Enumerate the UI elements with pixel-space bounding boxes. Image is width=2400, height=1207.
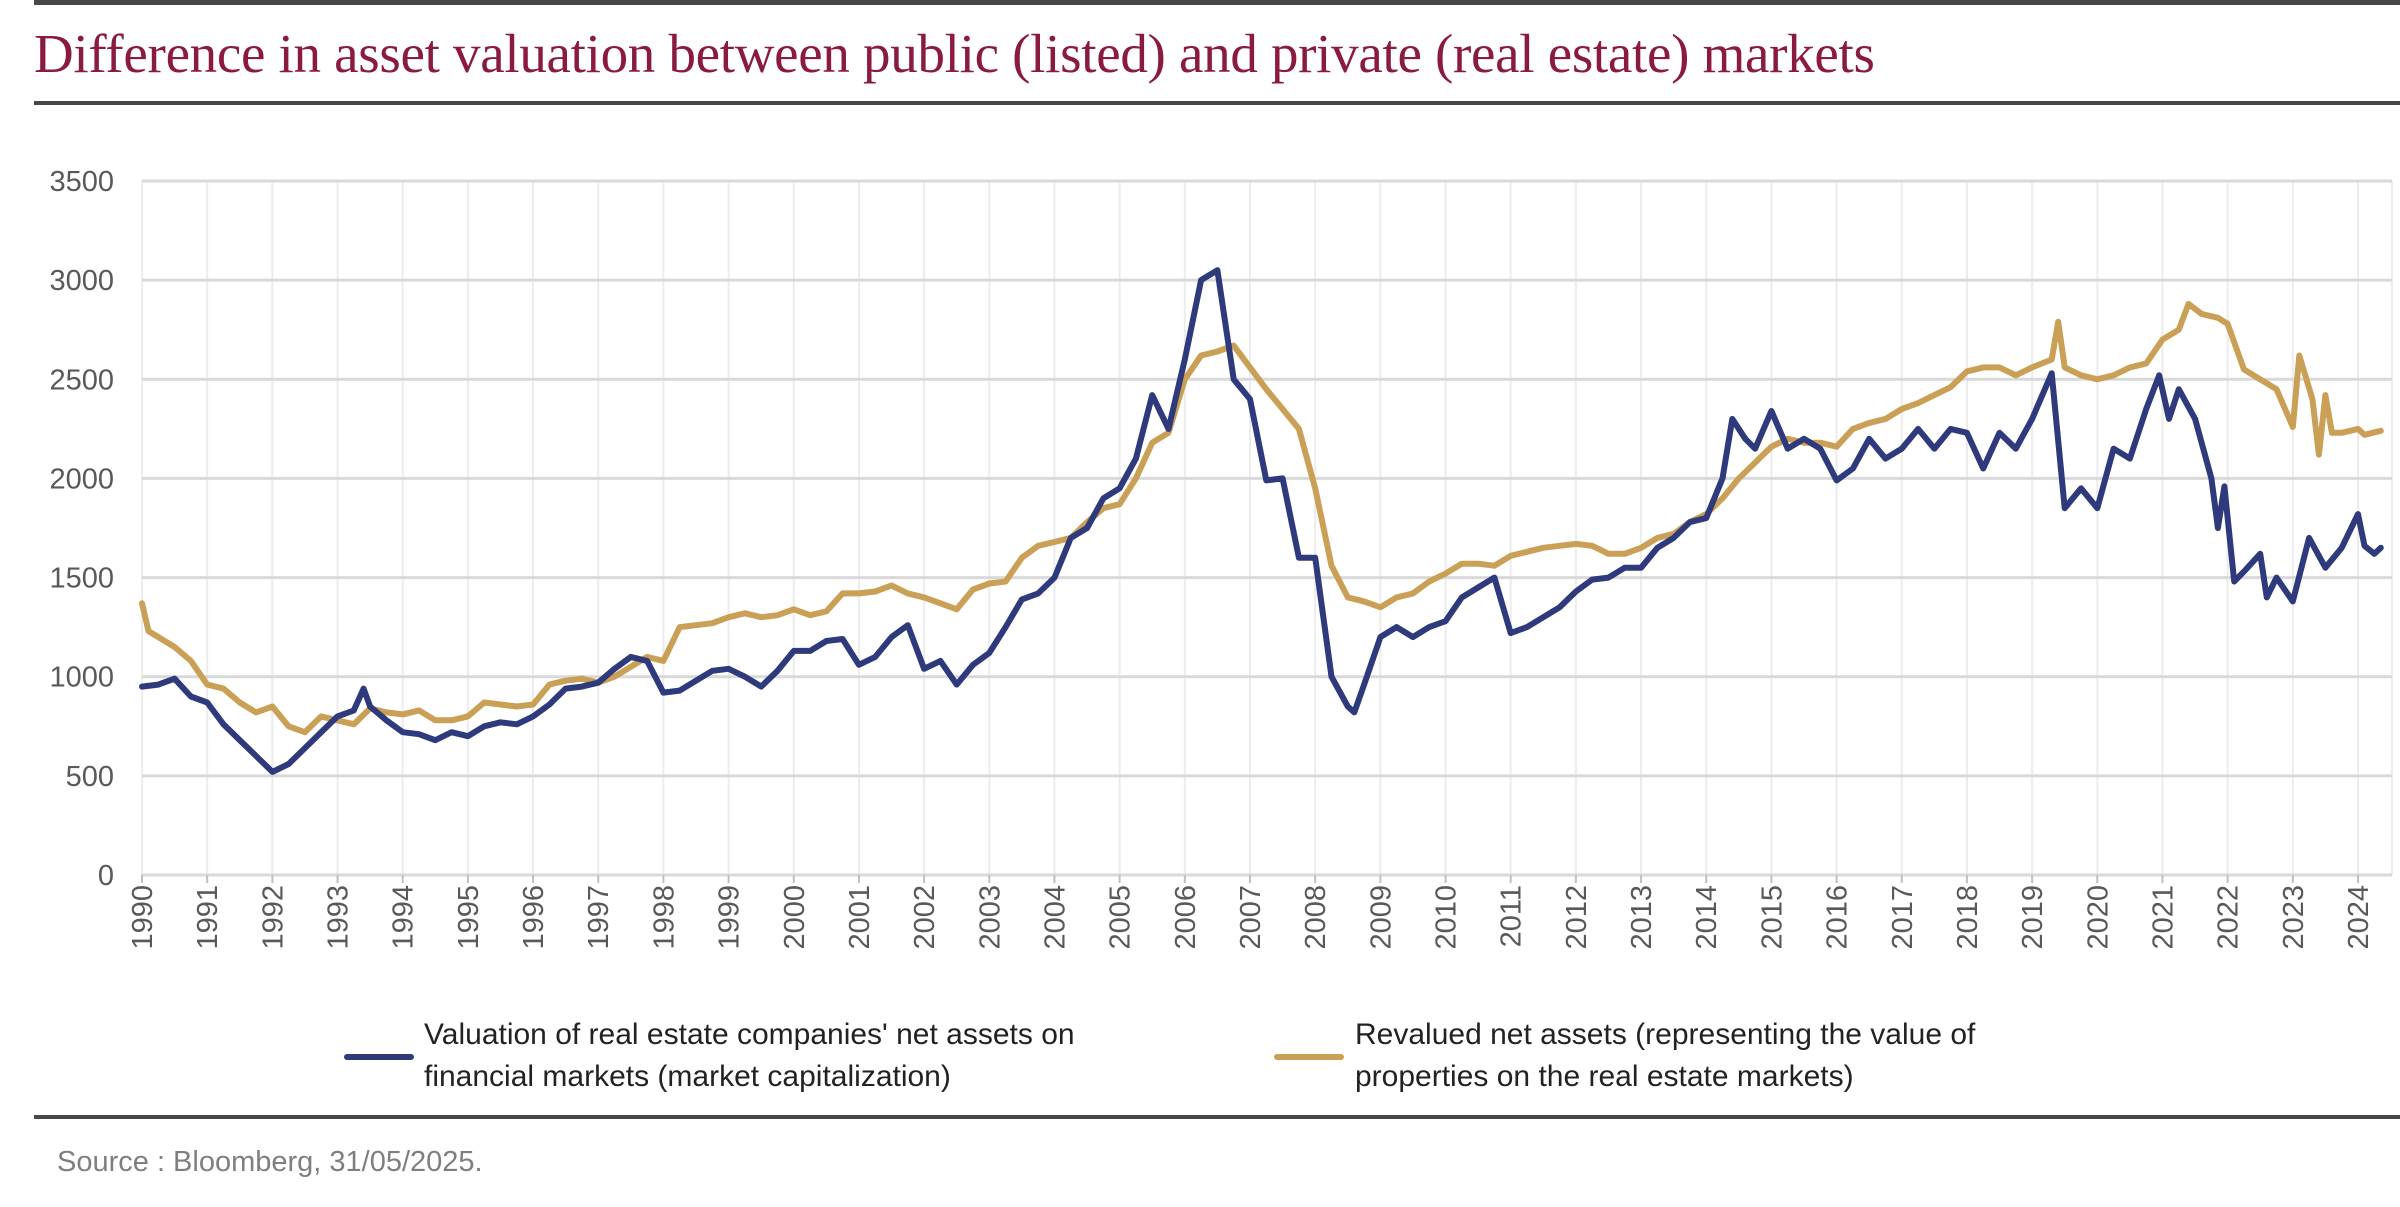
x-tick-label: 2000 xyxy=(779,885,811,950)
top-rule xyxy=(34,0,2400,5)
x-tick-label: 1992 xyxy=(257,885,289,950)
legend-label-market-cap: Valuation of real estate companies' net … xyxy=(424,1018,1075,1093)
y-tick-label: 3500 xyxy=(49,166,114,198)
y-tick-label: 2000 xyxy=(49,463,114,495)
title-rule xyxy=(34,101,2400,105)
series-line-market-cap xyxy=(139,267,2384,775)
x-tick-label: 2014 xyxy=(1691,885,1723,950)
y-tick-label: 3000 xyxy=(49,265,114,297)
x-tick-label: 2003 xyxy=(974,885,1006,950)
x-tick-label: 1996 xyxy=(518,885,550,950)
x-tick-label: 1999 xyxy=(714,885,746,950)
legend-swatch-market-cap xyxy=(344,1054,414,1060)
x-tick-label: 2004 xyxy=(1039,885,1071,950)
x-tick-label: 1991 xyxy=(192,885,224,950)
x-tick-label: 2013 xyxy=(1626,885,1658,950)
x-tick-label: 2008 xyxy=(1300,885,1332,950)
x-tick-label: 2020 xyxy=(2082,885,2114,950)
x-tick-label: 2022 xyxy=(2213,885,2245,950)
x-axis-ticks: 1990 1991 1992 1993 1994 1995 1996 1997 1998 1999… xyxy=(127,875,2375,950)
legend: Valuation of real estate companies' net … xyxy=(0,1014,2400,1104)
x-tick-label: 2016 xyxy=(1822,885,1854,950)
x-tick-label: 2010 xyxy=(1431,885,1463,950)
series-line-revalued xyxy=(139,300,2384,736)
legend-label-revalued: Revalued net assets (representing the va… xyxy=(1355,1018,1976,1093)
y-axis-ticks: 0 500 1000 1500 2000 2500 3000 3500 xyxy=(49,166,114,892)
y-tick-label: 500 xyxy=(66,761,114,793)
y-tick-label: 2500 xyxy=(49,364,114,396)
x-tick-label: 1993 xyxy=(323,885,355,950)
x-tick-label: 2017 xyxy=(1887,885,1919,950)
x-tick-label: 2011 xyxy=(1496,885,1528,947)
x-tick-label: 2006 xyxy=(1170,885,1202,950)
y-tick-label: 0 xyxy=(98,860,114,892)
x-tick-label: 2009 xyxy=(1365,885,1397,950)
bottom-rule xyxy=(34,1115,2400,1119)
x-tick-label: 2023 xyxy=(2278,885,2310,950)
x-tick-label: 2007 xyxy=(1235,885,1267,950)
x-tick-label: 2019 xyxy=(2017,885,2049,950)
x-tick-label: 1994 xyxy=(388,885,420,950)
y-tick-label: 1500 xyxy=(49,563,114,595)
source-note: Source : Bloomberg, 31/05/2025. xyxy=(57,1146,483,1178)
chart-title: Difference in asset valuation between pu… xyxy=(34,23,1875,84)
x-tick-label: 1990 xyxy=(127,885,159,950)
grid xyxy=(141,179,2393,877)
x-tick-label: 2021 xyxy=(2147,885,2179,950)
x-tick-label: 2002 xyxy=(909,885,941,950)
x-tick-label: 2015 xyxy=(1756,885,1788,950)
x-tick-label: 2018 xyxy=(1952,885,1984,950)
x-tick-label: 2012 xyxy=(1561,885,1593,950)
x-tick-label: 1998 xyxy=(648,885,680,950)
x-tick-label: 2005 xyxy=(1105,885,1137,950)
y-tick-label: 1000 xyxy=(49,662,114,694)
x-tick-label: 2001 xyxy=(844,885,876,950)
legend-swatch-revalued xyxy=(1274,1054,1344,1060)
x-tick-label: 2024 xyxy=(2343,885,2375,950)
x-tick-label: 1995 xyxy=(453,885,485,950)
series-lines xyxy=(139,267,2384,775)
x-tick-label: 1997 xyxy=(583,885,615,950)
